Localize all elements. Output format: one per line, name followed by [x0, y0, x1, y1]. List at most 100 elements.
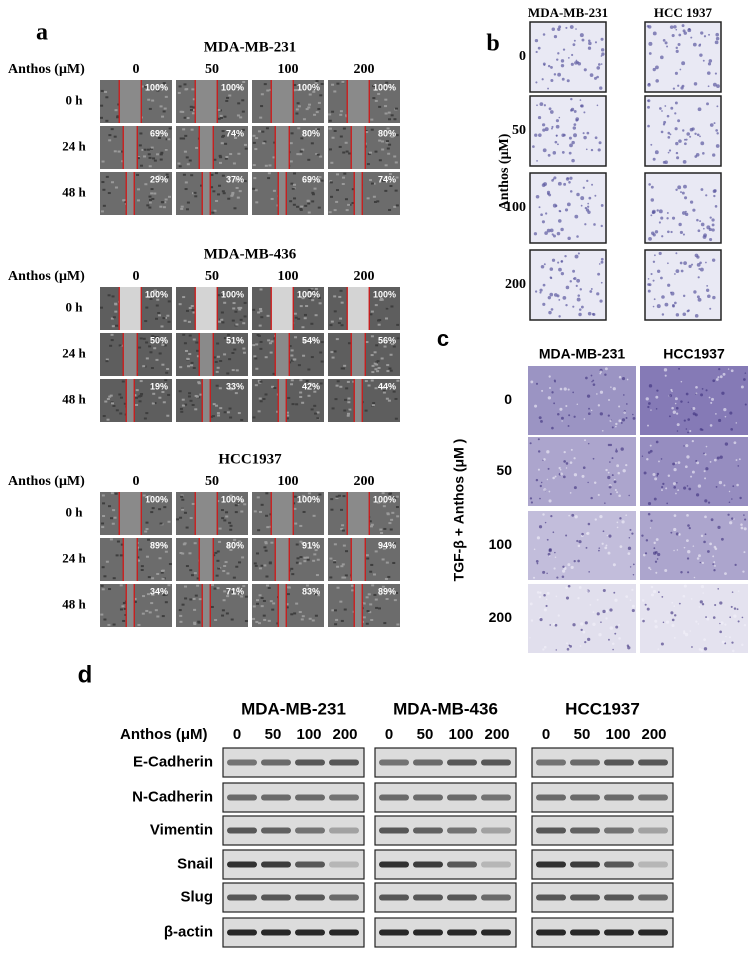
cell-texture	[228, 358, 232, 361]
cell-texture	[350, 584, 354, 587]
cell-texture	[265, 575, 269, 578]
cell-dot	[697, 623, 700, 625]
cell-texture	[188, 307, 192, 310]
cell-texture	[243, 180, 247, 183]
cell-dot	[587, 46, 592, 50]
cell-texture	[120, 543, 124, 546]
cell-texture	[165, 138, 169, 141]
cell-texture	[259, 510, 263, 513]
cell-texture	[341, 563, 345, 566]
cell-dot	[704, 477, 707, 480]
cell-texture	[308, 296, 312, 299]
cell-texture	[264, 356, 268, 359]
cell-dot	[677, 461, 681, 465]
cell-texture	[374, 550, 378, 553]
cell-dot	[547, 295, 552, 300]
cell-dot	[720, 621, 724, 625]
cell-dot	[649, 568, 652, 571]
blot-band	[604, 759, 634, 766]
cell-dot	[654, 150, 659, 155]
cell-texture	[309, 382, 313, 385]
cell-texture	[343, 576, 347, 579]
cell-texture	[184, 597, 188, 600]
cell-dot	[666, 114, 670, 118]
cell-dot	[694, 253, 699, 258]
closure-percent: 80%	[378, 128, 396, 138]
cell-dot	[610, 386, 612, 388]
cell-dot	[744, 403, 747, 406]
cell-texture	[333, 129, 337, 132]
cell-texture	[373, 593, 377, 596]
cell-texture	[150, 602, 154, 605]
cell-dot	[709, 123, 714, 127]
time-point-label: 24 h	[62, 550, 86, 565]
cell-texture	[374, 99, 378, 102]
cell-texture	[100, 584, 104, 587]
cell-texture	[306, 200, 310, 203]
cell-texture	[243, 143, 247, 146]
cell-dot	[655, 395, 659, 399]
cell-dot	[557, 412, 560, 416]
cell-texture	[299, 207, 303, 210]
cell-texture	[292, 89, 296, 92]
closure-percent: 83%	[302, 586, 320, 596]
cell-texture	[335, 338, 339, 341]
cell-texture	[285, 417, 289, 420]
cell-texture	[136, 157, 140, 160]
cell-texture	[384, 98, 388, 101]
cell-texture	[389, 184, 393, 187]
cell-dot	[532, 576, 536, 579]
cell-dot	[560, 227, 564, 232]
blot-band	[447, 759, 477, 766]
cell-dot	[545, 598, 548, 601]
cell-texture	[214, 551, 218, 554]
blot-band	[638, 794, 668, 801]
cell-dot	[700, 393, 704, 397]
cell-dot	[682, 594, 686, 598]
cell-texture	[311, 200, 315, 203]
cell-texture	[195, 341, 199, 344]
cell-dot	[699, 135, 701, 138]
wound-gap	[119, 492, 142, 535]
cell-texture	[270, 340, 274, 343]
cell-dot	[534, 133, 538, 137]
cell-texture	[163, 336, 167, 339]
cell-texture	[301, 494, 305, 497]
cell-dot	[570, 565, 574, 570]
cell-dot	[728, 636, 732, 639]
cell-dot	[656, 474, 659, 477]
cell-texture	[256, 333, 260, 336]
cell-dot	[585, 148, 588, 151]
cell-dot	[559, 468, 562, 471]
blot-band	[570, 894, 600, 901]
cell-texture	[330, 351, 334, 354]
cell-dot	[546, 572, 548, 575]
cell-texture	[285, 411, 289, 414]
cell-dot	[567, 584, 571, 588]
cell-texture	[242, 322, 246, 325]
cell-texture	[148, 611, 152, 614]
cell-texture	[104, 400, 108, 403]
cell-texture	[144, 320, 148, 323]
cell-texture	[107, 623, 111, 626]
cell-texture	[158, 314, 162, 317]
cell-dot	[542, 648, 545, 651]
wound-gap	[278, 379, 287, 422]
cell-texture	[179, 407, 183, 410]
cell-texture	[330, 195, 334, 198]
protein-label: β-actin	[164, 923, 213, 940]
cell-texture	[114, 109, 118, 112]
cell-texture	[115, 324, 119, 327]
cell-texture	[365, 596, 369, 599]
cell-texture	[191, 404, 195, 407]
cell-dot	[696, 461, 700, 465]
cell-texture	[140, 164, 144, 167]
cell-texture	[143, 417, 147, 420]
closure-percent: 42%	[302, 381, 320, 391]
cell-texture	[333, 350, 337, 353]
cell-dot	[599, 412, 603, 416]
cell-dot	[604, 546, 608, 550]
cell-texture	[372, 402, 376, 405]
cell-dot	[667, 262, 669, 265]
cell-texture	[142, 494, 146, 497]
